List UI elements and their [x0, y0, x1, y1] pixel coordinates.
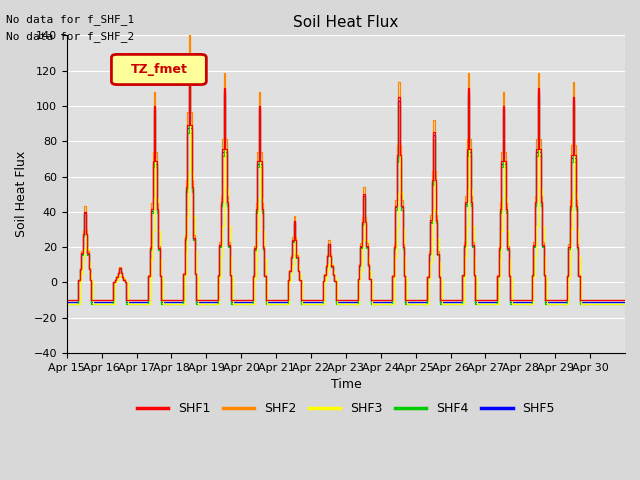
Title: Soil Heat Flux: Soil Heat Flux	[293, 15, 399, 30]
Text: TZ_fmet: TZ_fmet	[131, 63, 188, 76]
Text: No data for f_SHF_1: No data for f_SHF_1	[6, 14, 134, 25]
X-axis label: Time: Time	[330, 378, 361, 391]
FancyBboxPatch shape	[111, 54, 206, 84]
Text: No data for f_SHF_2: No data for f_SHF_2	[6, 31, 134, 42]
Legend: SHF1, SHF2, SHF3, SHF4, SHF5: SHF1, SHF2, SHF3, SHF4, SHF5	[132, 397, 560, 420]
Y-axis label: Soil Heat Flux: Soil Heat Flux	[15, 151, 28, 237]
